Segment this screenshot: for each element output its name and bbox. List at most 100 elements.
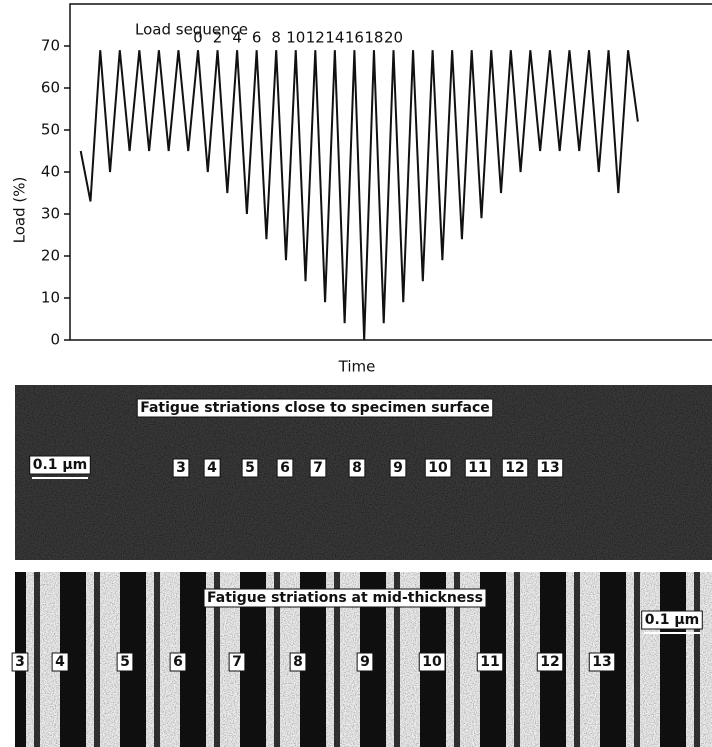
micrograph-caption: Fatigue striations close to specimen sur…	[136, 398, 494, 418]
striation-label: 5	[116, 652, 134, 672]
striation-label: 13	[588, 652, 616, 672]
striation-label: 4	[203, 458, 221, 478]
scale-bar-label: 0.1 μm	[29, 455, 91, 475]
label-box	[203, 588, 487, 608]
label-box	[136, 398, 494, 418]
striation-label-text: 5	[245, 460, 255, 476]
striation-label: 4	[51, 652, 69, 672]
scale-bar-label-text: 0.1 μm	[645, 612, 700, 628]
scale-bar-label: 0.1 μm	[641, 610, 703, 630]
label-box	[51, 652, 69, 672]
micrograph-caption-text: Fatigue striations at mid-thickness	[207, 590, 483, 606]
striation-label-text: 13	[540, 460, 559, 476]
y-tick-label: 60	[41, 79, 60, 97]
striation-label-text: 6	[280, 460, 290, 476]
label-box	[424, 458, 452, 478]
label-box	[169, 652, 187, 672]
striation-label-text: 4	[207, 460, 217, 476]
striation-label-text: 8	[293, 654, 303, 670]
label-box	[588, 652, 616, 672]
label-box	[309, 458, 327, 478]
striation-label: 3	[11, 652, 29, 672]
striation-label: 7	[228, 652, 246, 672]
striation-label-text: 7	[232, 654, 242, 670]
y-tick-label: 40	[41, 163, 60, 181]
label-box	[536, 652, 564, 672]
striation-label: 9	[389, 458, 407, 478]
striation-label: 10	[424, 458, 452, 478]
y-tick-label: 50	[41, 121, 60, 139]
label-box	[476, 652, 504, 672]
striation-label-text: 10	[422, 654, 442, 670]
label-box	[11, 652, 29, 672]
sequence-number: 14	[325, 29, 344, 47]
striation-label: 5	[241, 458, 259, 478]
striation-label-text: 4	[55, 654, 65, 670]
striation-label-text: 11	[480, 654, 499, 670]
striation-label-text: 13	[592, 654, 611, 670]
chart-title: Load sequence	[135, 21, 248, 39]
label-box	[29, 455, 91, 475]
sequence-number: 0	[193, 29, 203, 47]
striation-label-text: 3	[15, 654, 25, 670]
label-box	[172, 458, 190, 478]
sequence-number: 20	[384, 29, 403, 47]
y-tick-label: 10	[41, 289, 60, 307]
sequence-number: 4	[232, 29, 242, 47]
axis-frame	[69, 3, 712, 341]
y-tick-label: 0	[50, 331, 60, 349]
sequence-number: 2	[213, 29, 223, 47]
striation-label: 13	[536, 458, 564, 478]
striation-label: 6	[276, 458, 294, 478]
micrograph-caption: Fatigue striations at mid-thickness	[203, 588, 487, 608]
striation-label: 8	[348, 458, 366, 478]
y-tick-label: 30	[41, 205, 60, 223]
label-box	[418, 652, 446, 672]
label-box	[203, 458, 221, 478]
striation-label-text: 7	[313, 460, 323, 476]
label-box	[536, 458, 564, 478]
striation-label: 11	[464, 458, 492, 478]
y-tick-label: 20	[41, 247, 60, 265]
striation-label-text: 5	[120, 654, 130, 670]
sequence-number: 6	[252, 29, 262, 47]
striation-label: 9	[356, 652, 374, 672]
label-box	[464, 458, 492, 478]
micrograph-caption-text: Fatigue striations close to specimen sur…	[140, 400, 490, 416]
label-box	[501, 458, 529, 478]
striation-label-text: 12	[505, 460, 524, 476]
label-box	[389, 458, 407, 478]
sequence-number: 16	[345, 29, 364, 47]
striation-label-text: 9	[393, 460, 403, 476]
striation-label: 8	[289, 652, 307, 672]
striation-label: 6	[169, 652, 187, 672]
sequence-number: 18	[364, 29, 383, 47]
striation-label-text: 3	[176, 460, 186, 476]
label-box	[641, 610, 703, 630]
y-tick-label: 70	[41, 37, 60, 55]
scale-bar-label-text: 0.1 μm	[33, 457, 88, 473]
striation-label-text: 6	[173, 654, 183, 670]
striation-label: 12	[501, 458, 529, 478]
striation-label-text: 9	[360, 654, 370, 670]
load-line	[79, 50, 639, 341]
y-axis-label: Load (%)	[11, 177, 29, 244]
striation-label: 11	[476, 652, 504, 672]
label-box	[228, 652, 246, 672]
sequence-number: 8	[271, 29, 281, 47]
sequence-number: 12	[306, 29, 325, 47]
label-box	[356, 652, 374, 672]
striation-label-text: 8	[352, 460, 362, 476]
striation-label-text: 11	[468, 460, 487, 476]
striation-label: 7	[309, 458, 327, 478]
label-box	[348, 458, 366, 478]
sequence-number: 10	[286, 29, 305, 47]
striation-label: 3	[172, 458, 190, 478]
label-box	[289, 652, 307, 672]
x-axis-label: Time	[338, 358, 376, 376]
striation-label: 12	[536, 652, 564, 672]
striation-label-text: 10	[428, 460, 448, 476]
label-box	[276, 458, 294, 478]
label-box	[116, 652, 134, 672]
